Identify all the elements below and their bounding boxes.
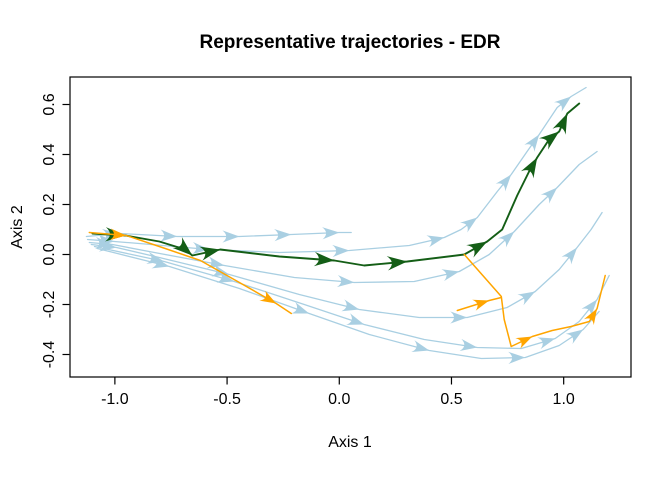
axis-ticks: -1.0 -0.5 0.0 0.5 1.0 -0.4 -0.2 0.0 0.2 0.4 0.6: [41, 93, 575, 408]
arrowhead-icon: [539, 131, 560, 150]
arrowhead-icon: [441, 269, 460, 282]
x-axis-label: Axis 1: [328, 434, 372, 451]
arrowhead-icon: [341, 299, 360, 312]
y-tick-label: 0.4: [41, 143, 58, 165]
arrowhead-icon: [552, 113, 568, 135]
arrowhead-icon: [497, 231, 515, 248]
arrowhead-icon: [386, 256, 408, 271]
chart-title: Representative trajectories - EDR: [200, 32, 501, 53]
x-tick-label: 0.5: [440, 391, 462, 408]
y-tick-label: 0.6: [41, 93, 58, 115]
arrowhead-icon: [199, 246, 221, 261]
arrowhead-icon: [206, 256, 225, 269]
arrowhead-icon: [581, 299, 598, 317]
arrowhead-icon: [109, 228, 127, 240]
arrowhead-icon: [259, 290, 277, 304]
arrowhead-icon: [191, 241, 210, 255]
arrowhead-icon: [553, 96, 572, 112]
x-tick-label: 0.0: [328, 391, 350, 408]
arrowhead-icon: [466, 241, 488, 258]
arrowhead-icon: [561, 247, 578, 265]
arrowhead-icon: [291, 302, 310, 314]
arrowhead-icon: [222, 230, 240, 243]
arrowhead-icon: [540, 187, 558, 204]
arrowhead-icon: [515, 336, 533, 349]
arrowhead-icon: [332, 244, 350, 258]
arrowhead-icon: [495, 174, 512, 192]
arrowhead-icon: [216, 270, 235, 283]
arrowhead-icon: [520, 157, 538, 179]
y-tick-label: -0.2: [41, 291, 58, 319]
x-tick-label: -0.5: [213, 391, 241, 408]
arrowhead-icon: [346, 313, 365, 325]
arrowhead-icon: [517, 291, 536, 306]
arrowhead-icon: [411, 340, 430, 353]
trajectory-blue-2-path: [86, 86, 587, 254]
arrowhead-icon: [472, 299, 490, 311]
x-tick-label: 1.0: [553, 391, 575, 408]
arrowhead-icon: [450, 311, 468, 324]
arrowhead-icon: [460, 217, 478, 233]
arrowhead-icon: [537, 337, 556, 350]
plot-box: [69, 76, 632, 378]
trajectory-blue-5-path: [93, 245, 610, 350]
y-axis-label: Axis 2: [9, 205, 26, 249]
arrowhead-icon: [508, 351, 526, 365]
arrowhead-icon: [313, 251, 335, 267]
arrowhead-icon: [172, 236, 193, 256]
arrowhead-icon: [583, 308, 598, 326]
arrowhead-icon: [160, 229, 178, 242]
y-tick-label: 0.0: [41, 243, 58, 265]
arrowhead-icon: [336, 274, 355, 288]
arrowhead-icon: [459, 338, 478, 352]
arrowhead-icon: [426, 235, 445, 248]
arrowhead-icon: [151, 256, 170, 269]
y-tick-label: 0.2: [41, 193, 58, 215]
x-tick-label: -1.0: [101, 391, 129, 408]
arrowhead-icon: [565, 329, 584, 345]
arrowhead-icon: [524, 134, 540, 152]
arrowhead-icon: [322, 227, 340, 240]
trajectories: [85, 86, 610, 365]
y-tick-label: -0.4: [41, 341, 58, 369]
arrowhead-icon: [274, 229, 292, 242]
trajectory-blue-6-path: [96, 247, 600, 360]
